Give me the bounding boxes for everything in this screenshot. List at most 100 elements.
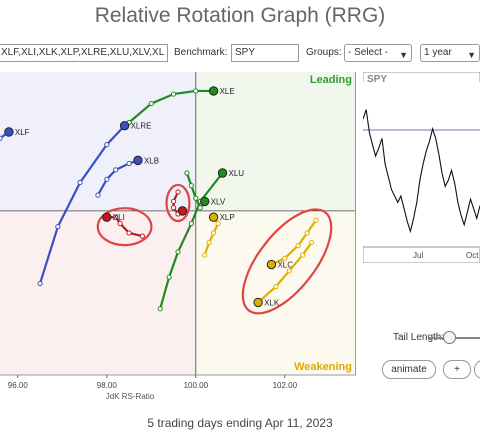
tail-point	[304, 230, 310, 236]
benchmark-title: SPY	[367, 74, 387, 85]
tail-point	[126, 160, 132, 167]
benchmark-tick-jul: Jul	[413, 251, 423, 260]
tail-point	[113, 167, 119, 173]
tail-point	[300, 252, 306, 258]
tail-point	[37, 280, 43, 287]
tail-point	[175, 189, 181, 195]
sector-label: XLU	[229, 169, 245, 178]
sector-label: XLE	[220, 87, 235, 96]
head-point	[217, 168, 228, 178]
head-point	[266, 259, 277, 270]
sector-label: XLP	[220, 213, 235, 222]
tail-point	[170, 205, 177, 211]
quadrant-label-weakening: Weakening	[294, 361, 352, 373]
head-point	[133, 155, 143, 166]
chevron-down-icon: ▼	[399, 50, 408, 60]
x-tick-label: 96.00	[8, 381, 29, 390]
tail-point	[188, 183, 194, 189]
minus-button[interactable]: -	[474, 360, 480, 379]
tail-point	[166, 274, 172, 280]
sector-tails: XLE XLF XLRE XLB XLU XLV XLI XLP XLC XLK	[0, 86, 319, 312]
tail-point	[184, 170, 190, 176]
benchmark-plot-area	[363, 82, 480, 247]
tail-point	[308, 239, 315, 246]
benchmark-price-chart: SPY Jul Oct	[363, 72, 480, 263]
footer-caption: 5 trading days ending Apr 11, 2023	[147, 416, 333, 430]
sector-label: XLB	[144, 156, 159, 165]
benchmark-price-line	[363, 109, 480, 234]
groups-select-value: - Select -	[348, 47, 389, 58]
animate-button[interactable]: animate	[382, 360, 436, 379]
head-point	[102, 212, 112, 222]
tail-point	[175, 249, 181, 255]
sector-label: XLI	[113, 213, 125, 222]
head-point	[208, 212, 219, 222]
symbols-input[interactable]: XLF,XLI,XLK,XLP,XLRE,XLU,XLV,XL	[0, 44, 168, 62]
plus-button[interactable]: +	[443, 360, 471, 379]
highlight-xlv	[165, 183, 191, 223]
sector-label: XLRE	[131, 122, 152, 131]
tail-point	[113, 214, 119, 220]
tail-point	[170, 91, 177, 97]
benchmark-tick-oct: Oct	[466, 251, 479, 260]
tail-point	[286, 268, 292, 274]
page-title: Relative Rotation Graph (RRG)	[94, 4, 386, 27]
tail-point	[139, 233, 145, 239]
quadrant-label-leading: Leading	[310, 74, 352, 86]
tail-point	[77, 179, 83, 186]
quadrant-leading	[195, 72, 356, 211]
quadrants	[0, 72, 356, 376]
tail-point	[95, 192, 101, 198]
head-point	[4, 127, 14, 137]
tail-point	[202, 252, 208, 258]
tail-point	[313, 217, 319, 223]
highlight-ellipses	[96, 183, 333, 315]
tail-point	[206, 239, 212, 246]
groups-label: Groups:	[306, 47, 342, 58]
highlight-xlc-xlk	[241, 208, 333, 315]
x-axis-label: JdK RS-Ratio	[106, 392, 155, 401]
period-select-value: 1 year	[424, 47, 452, 58]
tail-point	[282, 255, 288, 261]
quadrant-lagging	[0, 210, 196, 375]
tail-point	[55, 224, 61, 230]
tail-point	[104, 176, 110, 182]
sector-label: XLK	[264, 298, 280, 307]
tail-point	[188, 220, 194, 227]
rrg-chart[interactable]: XLE XLF XLRE XLB XLU XLV XLI XLP XLC XLK 96.00 98.…	[0, 72, 356, 402]
quadrant-weakening	[195, 210, 356, 375]
x-tick-label: 98.00	[97, 381, 118, 390]
x-axis-ticks: 96.00 98.00 100.00 102.00	[8, 375, 298, 390]
tail-point	[104, 141, 110, 148]
period-select[interactable]: 1 year ▼	[420, 44, 480, 62]
head-point	[208, 86, 219, 96]
sector-label: XLF	[15, 128, 30, 137]
x-tick-label: 102.00	[273, 381, 298, 390]
head-point	[253, 297, 263, 308]
tail-length-slider-thumb[interactable]	[443, 331, 456, 344]
head-point	[177, 206, 188, 216]
benchmark-label: Benchmark:	[174, 47, 228, 58]
sector-label: XLV	[211, 197, 226, 206]
tail-point	[193, 88, 199, 94]
head-point	[119, 120, 130, 131]
sector-label: XLC	[277, 261, 293, 270]
chevron-down-icon: ▼	[467, 50, 476, 60]
x-tick-label: 100.00	[184, 381, 209, 390]
tail-point	[0, 135, 3, 141]
tail-point	[215, 220, 221, 227]
quadrant-improving	[0, 72, 196, 211]
tail-point	[211, 230, 217, 236]
highlight-xli	[96, 207, 153, 247]
tail-point	[295, 242, 301, 249]
tail-point	[170, 198, 177, 205]
tail-line	[159, 171, 224, 310]
benchmark-input[interactable]: SPY	[231, 44, 299, 62]
tail-length-label: Tail Length:	[393, 332, 445, 343]
groups-select[interactable]: - Select - ▼	[344, 44, 412, 62]
controls-bar: XLF,XLI,XLK,XLP,XLRE,XLU,XLV,XL Benchmar…	[0, 44, 480, 64]
tail-point	[148, 100, 154, 107]
tail-point	[126, 230, 132, 236]
tail-point	[193, 195, 199, 201]
tail-point	[273, 284, 279, 290]
